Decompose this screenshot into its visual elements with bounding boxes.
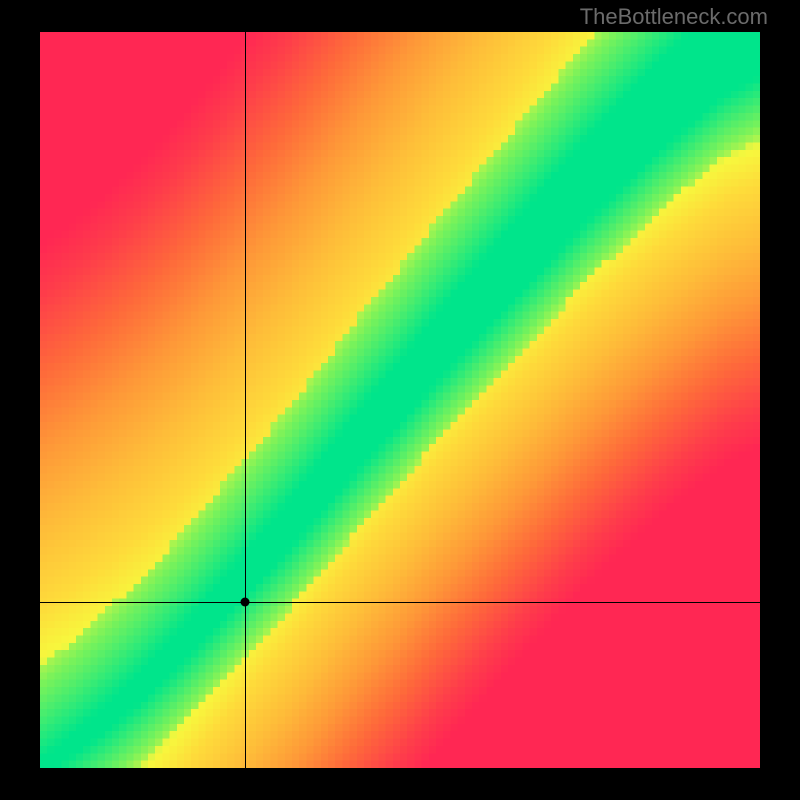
crosshair-vertical [245, 32, 246, 768]
chart-frame: TheBottleneck.com [0, 0, 800, 800]
crosshair-marker [241, 598, 250, 607]
heatmap-canvas [40, 32, 760, 768]
watermark-text: TheBottleneck.com [580, 4, 768, 30]
heatmap-plot-area [40, 32, 760, 768]
crosshair-horizontal [40, 602, 760, 603]
